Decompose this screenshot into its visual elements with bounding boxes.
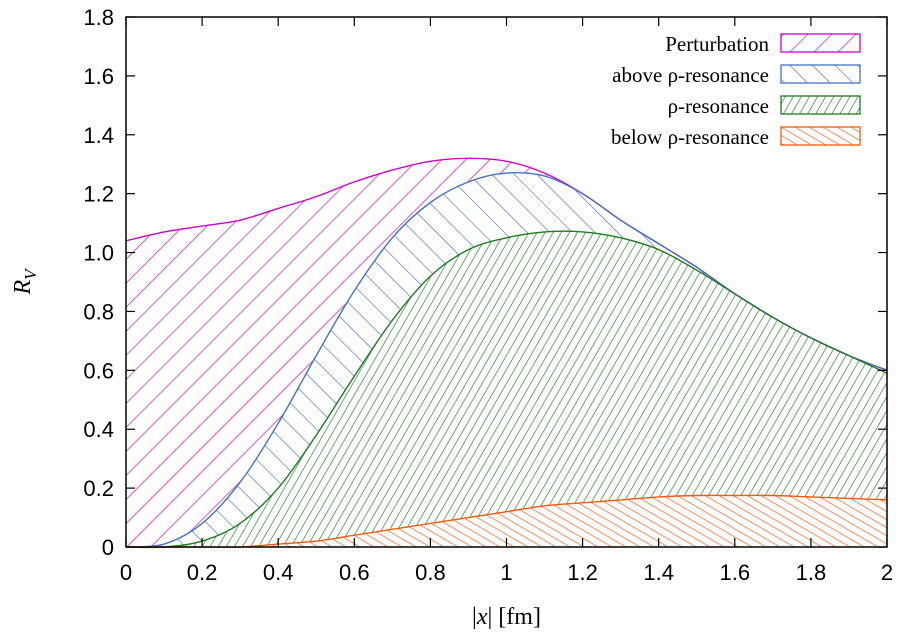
y-axis-ticks: 0 0.2 0.4 0.6 0.8 1.0 1.2 1.4 1.6 1.8 — [83, 5, 887, 560]
y-tick-label: 1.2 — [83, 182, 114, 207]
y-tick-label: 1.4 — [83, 123, 114, 148]
area-resonance — [126, 231, 887, 548]
y-tick-label: 0 — [102, 535, 114, 560]
x-tick-label: 0.2 — [187, 560, 218, 585]
x-tick-label: 2 — [881, 560, 893, 585]
y-tick-label: 1.0 — [83, 241, 114, 266]
legend: Perturbation above ρ-resonance ρ-resonance… — [611, 32, 861, 149]
x-tick-label: 0.6 — [339, 560, 370, 585]
x-tick-label: 1.6 — [720, 560, 751, 585]
x-tick-label: 0.4 — [263, 560, 294, 585]
legend-swatch-perturbation — [780, 33, 861, 53]
area-perturbation — [126, 158, 887, 548]
series-areas — [125, 157, 888, 549]
y-tick-label: 0.4 — [83, 417, 114, 442]
x-tick-label: 1 — [500, 560, 512, 585]
y-tick-label: 1.6 — [83, 64, 114, 89]
area-below-resonance — [126, 495, 887, 548]
x-tick-label: 0.8 — [415, 560, 446, 585]
x-tick-label: 1.2 — [567, 560, 598, 585]
y-tick-label: 0.8 — [83, 299, 114, 324]
legend-swatch-resonance — [780, 95, 861, 115]
legend-label-above-resonance: above ρ-resonance — [612, 63, 769, 87]
line-resonance — [125, 230, 888, 549]
y-axis-label: RV — [10, 267, 40, 296]
legend-label-resonance: ρ-resonance — [668, 94, 769, 118]
x-tick-label: 1.8 — [796, 560, 827, 585]
legend-label-perturbation: Perturbation — [665, 32, 769, 56]
x-tick-label: 0 — [120, 560, 132, 585]
legend-swatch-above-resonance — [780, 64, 861, 84]
x-axis-label: |x| [fm] — [472, 604, 541, 630]
y-tick-label: 0.2 — [83, 476, 114, 501]
legend-label-below-resonance: below ρ-resonance — [611, 125, 769, 149]
y-tick-label: 1.8 — [83, 5, 114, 30]
x-tick-label: 1.4 — [643, 560, 674, 585]
y-tick-label: 0.6 — [83, 358, 114, 383]
x-axis-ticks: 0 0.2 0.4 0.6 0.8 1 1.2 1.4 1.6 1.8 2 — [120, 17, 893, 585]
legend-swatch-below-resonance — [780, 126, 861, 146]
